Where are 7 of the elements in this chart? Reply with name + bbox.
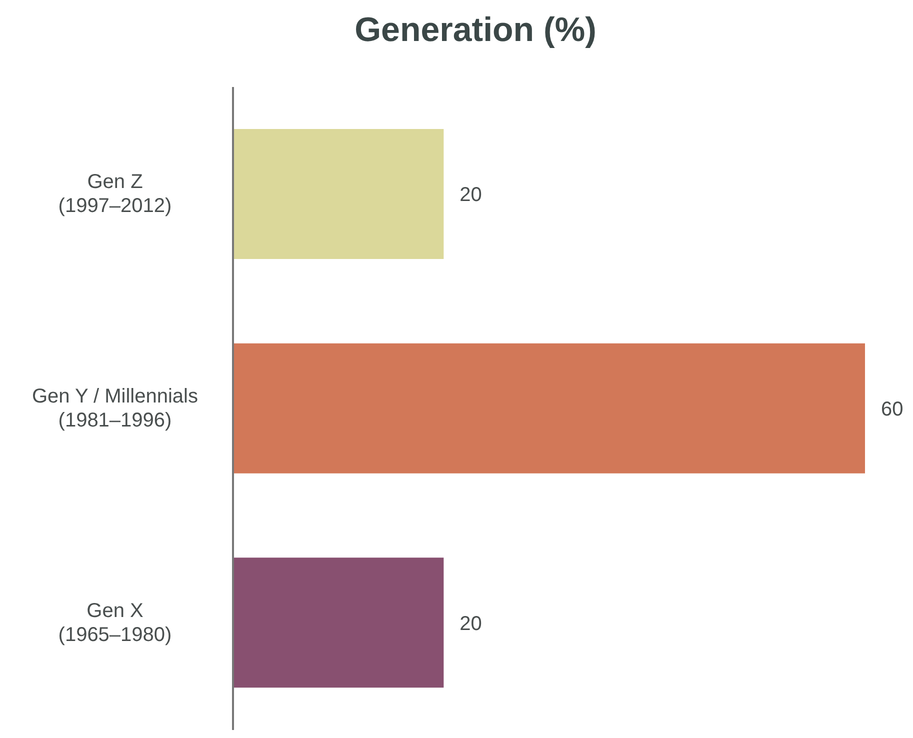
y-tick-label: Gen Y / Millennials (1981–1996) xyxy=(32,386,198,432)
data-label: 20 xyxy=(460,184,482,206)
y-tick-label: Gen Z (1997–2012) xyxy=(58,171,172,218)
data-label: 20 xyxy=(460,612,482,635)
chart-title: Generation (%) xyxy=(354,10,598,51)
y-tick-label: Gen X (1965–1980) xyxy=(58,600,172,646)
data-label: 60 xyxy=(881,398,904,420)
